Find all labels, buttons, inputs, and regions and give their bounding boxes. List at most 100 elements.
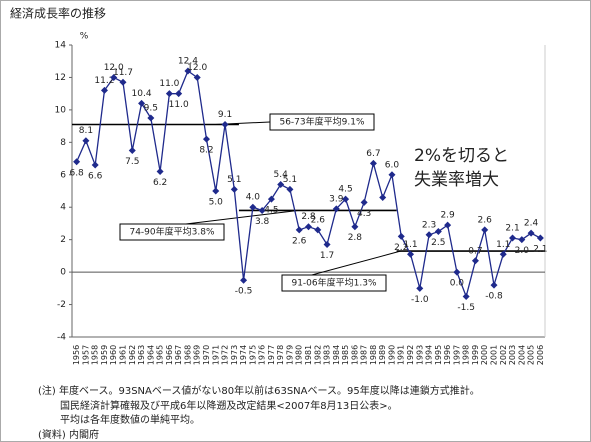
marker [221,120,229,128]
value-label: 2.4 [524,219,539,229]
value-label: -1.0 [411,295,429,305]
average-label: 56-73年度平均9.1% [279,116,364,128]
value-label: 11.2 [94,76,114,86]
marker [425,231,433,239]
marker [73,158,81,166]
x-tick-label: 1957 [81,345,90,365]
marker [202,135,210,143]
value-label: 6.8 [69,168,84,178]
x-tick-label: 1984 [332,345,341,365]
marker [407,250,415,258]
marker [462,292,470,300]
value-label: -0.8 [485,292,503,302]
marker [295,226,303,234]
value-label: 3.8 [255,217,270,227]
x-tick-label: 1958 [91,345,100,365]
x-tick-label: 1999 [471,345,480,365]
x-tick-label: 1989 [378,345,387,365]
x-tick-label: 1978 [276,345,285,365]
x-tick-label: 1991 [397,345,406,365]
marker [471,257,479,265]
marker [230,185,238,193]
value-label: 5.4 [274,170,289,180]
y-tick-label: 14 [55,41,67,51]
x-tick-label: 1970 [202,345,211,365]
y-tick-label: -2 [57,300,66,310]
x-tick-label: 1990 [387,345,396,365]
marker [277,181,285,189]
marker [416,284,424,292]
x-tick-label: 1964 [146,345,155,365]
x-tick-label: 2001 [489,345,498,365]
marker [212,187,220,195]
x-tick-label: 1972 [221,345,230,365]
value-label: 6.2 [153,178,167,188]
value-label: 2.9 [440,211,455,221]
x-tick-label: 2000 [480,345,489,365]
x-tick-label: 2002 [499,345,508,365]
value-label: 12.0 [187,63,207,73]
x-tick-label: 1977 [267,345,276,365]
marker [397,232,405,240]
marker [286,185,294,193]
y-unit: % [80,32,89,42]
marker [332,205,340,213]
marker [518,236,526,244]
x-tick-label: 1968 [183,345,192,365]
marker [379,193,387,201]
x-tick-label: 1994 [425,345,434,365]
y-tick-label: -4 [57,333,66,343]
x-tick-label: 1975 [248,345,257,365]
value-label: 2.6 [292,236,307,246]
marker [82,137,90,145]
value-label: 11.0 [169,100,189,110]
value-label: 2.8 [348,233,363,243]
callout-box [119,223,225,241]
marker [323,241,331,249]
x-tick-label: 1969 [193,345,202,365]
marker [184,67,192,75]
marker [499,250,507,258]
value-label: 5.0 [209,198,224,208]
marker [119,78,127,86]
value-label: 1.1 [496,240,510,250]
value-label: 1.1 [403,240,417,250]
value-label: 12.4 [178,56,198,66]
x-tick-label: 1974 [239,345,248,365]
value-label: 4.5 [264,206,278,216]
x-tick-label: 1979 [285,345,294,365]
value-label: 4.3 [357,209,371,219]
marker [342,195,350,203]
x-tick-label: 1963 [137,345,146,365]
marker [453,268,461,276]
marker [527,229,535,237]
x-tick-label: 1981 [304,345,313,365]
value-label: 2.5 [431,238,445,248]
marker [138,99,146,107]
x-tick-label: 1997 [452,345,461,365]
value-label: 6.7 [366,149,380,159]
value-label: 1.7 [320,251,334,261]
marker [193,73,201,81]
x-tick-label: 1971 [211,345,220,365]
marker [360,198,368,206]
marker [444,221,452,229]
x-tick-label: 1993 [415,345,424,365]
chart-title: 経済成長率の推移 [10,6,106,21]
marker [267,195,275,203]
marker [175,90,183,98]
x-tick-label: 1996 [443,345,452,365]
x-tick-label: 1976 [258,345,267,365]
value-label: -1.5 [457,303,475,313]
x-tick-label: 1983 [323,345,332,365]
x-tick-label: 1987 [360,345,369,365]
marker [388,171,396,179]
value-label: 2.6 [478,215,493,225]
y-tick-label: 10 [55,105,67,115]
value-label: 11.7 [113,68,133,78]
callout-box [269,113,375,131]
marker [481,226,489,234]
x-tick-label: 1986 [350,345,359,365]
marker [258,206,266,214]
